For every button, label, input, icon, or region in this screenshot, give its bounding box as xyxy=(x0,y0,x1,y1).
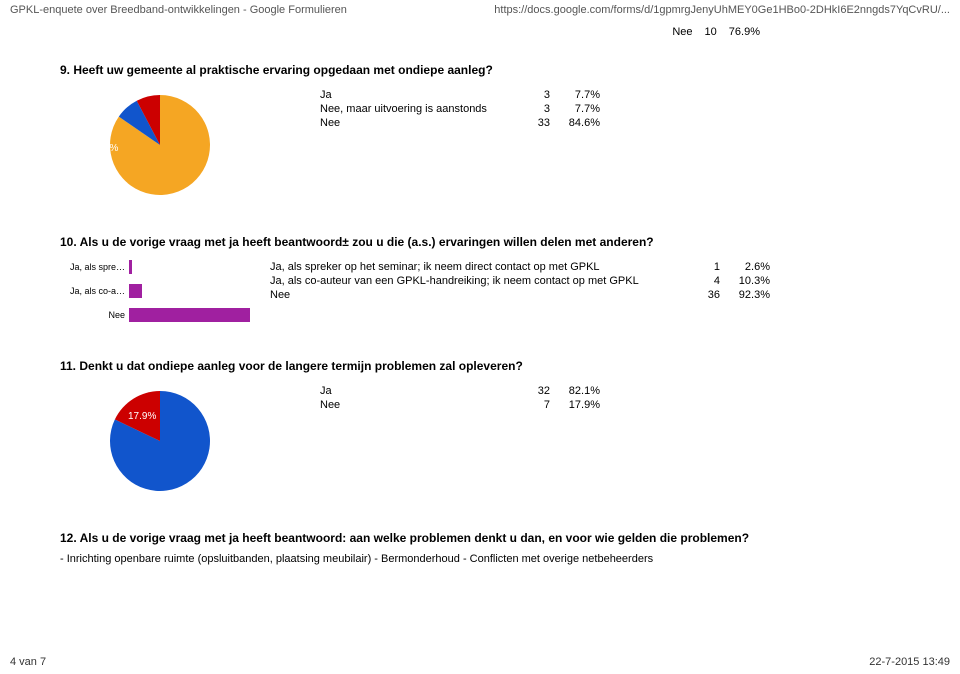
bar-track xyxy=(129,260,250,274)
question-9: 9. Heeft uw gemeente al praktische ervar… xyxy=(60,63,900,205)
row-pct: 2.6% xyxy=(720,261,770,273)
row-label: Nee xyxy=(320,117,520,129)
row-label: Ja xyxy=(320,89,520,101)
q11-pie-small-label: 17.9% xyxy=(128,411,156,422)
footer-page-number: 4 van 7 xyxy=(10,656,46,668)
bar-fill xyxy=(129,260,132,274)
row-pct: 92.3% xyxy=(720,289,770,301)
row-pct: 10.3% xyxy=(720,275,770,287)
row-pct: 82.1% xyxy=(550,385,600,397)
row-count: 3 xyxy=(520,103,550,115)
bar-category-label: Nee xyxy=(70,310,129,320)
q9-pie-chart: 84.6% xyxy=(60,85,260,205)
prev-row-pct: 76.9% xyxy=(729,26,760,38)
table-row: Nee, maar uitvoering is aanstonds37.7% xyxy=(320,103,600,115)
bar-fill xyxy=(129,284,142,298)
row-count: 33 xyxy=(520,117,550,129)
header-right: https://docs.google.com/forms/d/1gpmrgJe… xyxy=(494,4,950,16)
row-pct: 7.7% xyxy=(550,89,600,101)
q9-title: 9. Heeft uw gemeente al praktische ervar… xyxy=(60,63,900,77)
q11-pie-chart: 17.9% 82.1% xyxy=(60,381,260,501)
q11-data-table: Ja3282.1% Nee717.9% xyxy=(320,385,600,413)
footer-timestamp: 22-7-2015 13:49 xyxy=(869,656,950,668)
row-count: 3 xyxy=(520,89,550,101)
bar-track xyxy=(129,284,250,298)
question-11: 11. Denkt u dat ondiepe aanleg voor de l… xyxy=(60,359,900,501)
table-row: Ja37.7% xyxy=(320,89,600,101)
prev-row-count: 10 xyxy=(705,26,717,38)
q10-title: 10. Als u de vorige vraag met ja heeft b… xyxy=(60,235,900,249)
q10-bar-chart: Ja, als spre… Ja, als co-a… Nee xyxy=(70,257,250,329)
bar-category-label: Ja, als co-a… xyxy=(70,286,129,296)
row-label: Ja, als spreker op het seminar; ik neem … xyxy=(270,261,690,273)
prev-question-trailing-row: Nee 10 76.9% xyxy=(60,26,900,38)
row-label: Nee xyxy=(320,399,520,411)
header-left: GPKL-enquete over Breedband-ontwikkeling… xyxy=(10,4,347,16)
row-pct: 84.6% xyxy=(550,117,600,129)
bar-category-label: Ja, als spre… xyxy=(70,262,129,272)
table-row: Ja, als spreker op het seminar; ik neem … xyxy=(270,261,770,273)
q10-data-table: Ja, als spreker op het seminar; ik neem … xyxy=(270,261,770,303)
question-10: 10. Als u de vorige vraag met ja heeft b… xyxy=(60,235,900,329)
row-pct: 7.7% xyxy=(550,103,600,115)
q12-title: 12. Als u de vorige vraag met ja heeft b… xyxy=(60,531,900,545)
table-row: Nee3692.3% xyxy=(270,289,770,301)
bar-row: Nee xyxy=(70,305,250,325)
table-row: Ja, als co-auteur van een GPKL-handreiki… xyxy=(270,275,770,287)
q11-pie-main-label: 82.1% xyxy=(88,469,116,480)
row-count: 7 xyxy=(520,399,550,411)
bar-row: Ja, als spre… xyxy=(70,257,250,277)
row-label: Nee xyxy=(270,289,690,301)
bar-fill xyxy=(129,308,250,322)
row-pct: 17.9% xyxy=(550,399,600,411)
row-count: 32 xyxy=(520,385,550,397)
prev-row-label: Nee xyxy=(672,26,692,38)
question-12: 12. Als u de vorige vraag met ja heeft b… xyxy=(60,531,900,565)
q9-pie-main-label: 84.6% xyxy=(90,143,118,154)
row-count: 36 xyxy=(690,289,720,301)
table-row: Nee3384.6% xyxy=(320,117,600,129)
table-row: Nee717.9% xyxy=(320,399,600,411)
bar-track xyxy=(129,308,250,322)
row-label: Ja xyxy=(320,385,520,397)
table-row: Ja3282.1% xyxy=(320,385,600,397)
bar-row: Ja, als co-a… xyxy=(70,281,250,301)
q12-answer: - Inrichting openbare ruimte (opsluitban… xyxy=(60,553,900,565)
row-label: Ja, als co-auteur van een GPKL-handreiki… xyxy=(270,275,690,287)
row-count: 4 xyxy=(690,275,720,287)
q11-title: 11. Denkt u dat ondiepe aanleg voor de l… xyxy=(60,359,900,373)
row-count: 1 xyxy=(690,261,720,273)
q9-data-table: Ja37.7%Nee, maar uitvoering is aanstonds… xyxy=(320,89,600,131)
row-label: Nee, maar uitvoering is aanstonds xyxy=(320,103,520,115)
